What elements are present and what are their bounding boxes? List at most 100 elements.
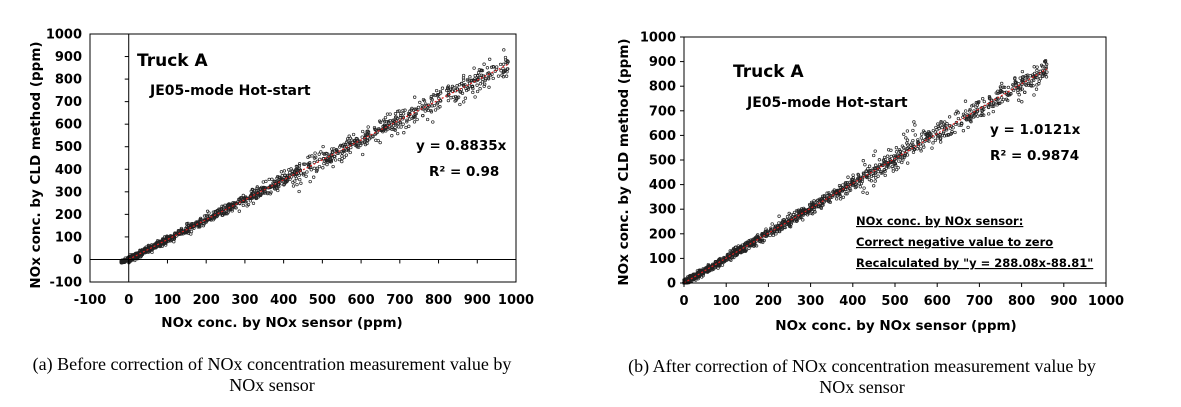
data-point bbox=[414, 111, 418, 116]
data-point bbox=[848, 188, 853, 192]
data-point bbox=[398, 121, 402, 125]
data-point bbox=[872, 153, 876, 158]
data-point bbox=[1021, 80, 1025, 85]
data-point bbox=[455, 84, 459, 88]
data-point bbox=[383, 119, 387, 124]
data-point bbox=[900, 160, 904, 165]
x-tick-label: 700 bbox=[386, 293, 413, 308]
data-point bbox=[725, 255, 730, 259]
data-point bbox=[373, 127, 377, 131]
data-point bbox=[808, 202, 812, 207]
data-point bbox=[880, 171, 885, 175]
data-point bbox=[835, 197, 839, 201]
data-point bbox=[1000, 100, 1004, 104]
y-tick-label: 400 bbox=[55, 163, 82, 178]
data-point bbox=[398, 113, 403, 118]
data-point bbox=[964, 109, 968, 113]
x-tick-label: 200 bbox=[755, 294, 782, 309]
data-point bbox=[280, 174, 284, 178]
data-point bbox=[894, 150, 899, 154]
chart-a-xlabel: NOx conc. by NOx sensor (ppm) bbox=[161, 315, 402, 331]
data-point bbox=[480, 68, 485, 73]
data-point bbox=[728, 257, 732, 262]
data-point bbox=[945, 122, 949, 126]
data-point bbox=[404, 125, 408, 130]
data-point bbox=[186, 231, 191, 235]
data-point bbox=[463, 96, 468, 100]
data-point bbox=[727, 252, 731, 256]
data-point bbox=[220, 213, 224, 217]
data-point bbox=[154, 241, 158, 245]
data-point bbox=[937, 126, 941, 131]
y-tick-label: 300 bbox=[649, 203, 676, 218]
data-point bbox=[769, 226, 773, 230]
data-point bbox=[333, 158, 338, 162]
data-point bbox=[938, 133, 943, 137]
data-point bbox=[453, 99, 457, 103]
data-point bbox=[348, 150, 352, 155]
chart-a-equation: y = 0.8835x bbox=[416, 138, 507, 154]
x-tick-label: 300 bbox=[797, 294, 824, 309]
data-point bbox=[717, 263, 721, 268]
data-point bbox=[861, 159, 865, 163]
data-point bbox=[988, 102, 992, 107]
chart-b-caption-line2: NOx sensor bbox=[819, 377, 905, 397]
data-point bbox=[305, 170, 309, 174]
data-point bbox=[934, 132, 939, 136]
data-point bbox=[382, 123, 386, 127]
chart-a-caption-line2: NOx sensor bbox=[229, 375, 315, 395]
data-point bbox=[953, 130, 957, 135]
data-point bbox=[297, 189, 301, 194]
data-point bbox=[394, 122, 398, 127]
data-point bbox=[795, 219, 799, 223]
y-tick-label: 400 bbox=[649, 178, 676, 193]
data-point bbox=[941, 131, 946, 135]
data-point bbox=[211, 216, 215, 220]
y-tick-label: 100 bbox=[649, 252, 676, 267]
chart-a-ylabel: NOx conc. by CLD method (ppm) bbox=[28, 41, 44, 288]
data-point bbox=[297, 166, 301, 171]
data-point bbox=[982, 99, 986, 104]
data-point bbox=[809, 200, 814, 205]
data-point bbox=[1004, 97, 1009, 101]
data-point bbox=[462, 78, 466, 82]
data-point bbox=[388, 112, 392, 116]
data-point bbox=[863, 163, 867, 167]
data-point bbox=[1006, 85, 1011, 90]
data-point bbox=[436, 101, 440, 105]
data-point bbox=[1035, 76, 1039, 80]
y-tick-label: 0 bbox=[667, 277, 676, 292]
data-point bbox=[963, 99, 968, 103]
data-point bbox=[1044, 64, 1048, 68]
data-point bbox=[897, 159, 901, 163]
data-point bbox=[430, 104, 434, 108]
x-tick-label: 1000 bbox=[1088, 294, 1124, 309]
data-point bbox=[869, 174, 874, 179]
x-tick-label: 500 bbox=[309, 293, 336, 308]
trendline-a bbox=[128, 63, 509, 260]
data-point bbox=[1030, 79, 1034, 83]
data-point bbox=[366, 125, 370, 129]
y-tick-label: 200 bbox=[55, 208, 82, 223]
data-point bbox=[1039, 63, 1044, 67]
data-point bbox=[346, 147, 350, 151]
data-point bbox=[746, 240, 750, 244]
data-point bbox=[422, 99, 427, 103]
data-point bbox=[782, 225, 787, 229]
data-point bbox=[413, 107, 417, 111]
data-point bbox=[930, 146, 934, 150]
data-point bbox=[764, 234, 768, 239]
data-point bbox=[337, 157, 342, 162]
data-point bbox=[501, 75, 506, 79]
data-point bbox=[883, 173, 887, 178]
data-point bbox=[499, 69, 503, 73]
data-point bbox=[933, 138, 938, 143]
data-point bbox=[893, 154, 898, 158]
data-point bbox=[390, 125, 394, 130]
data-point bbox=[476, 71, 481, 75]
data-point bbox=[761, 240, 765, 244]
x-tick-label: 400 bbox=[270, 293, 297, 308]
chart-a-r2: R² = 0.98 bbox=[429, 164, 499, 180]
data-point bbox=[475, 74, 480, 78]
data-point bbox=[902, 148, 906, 153]
